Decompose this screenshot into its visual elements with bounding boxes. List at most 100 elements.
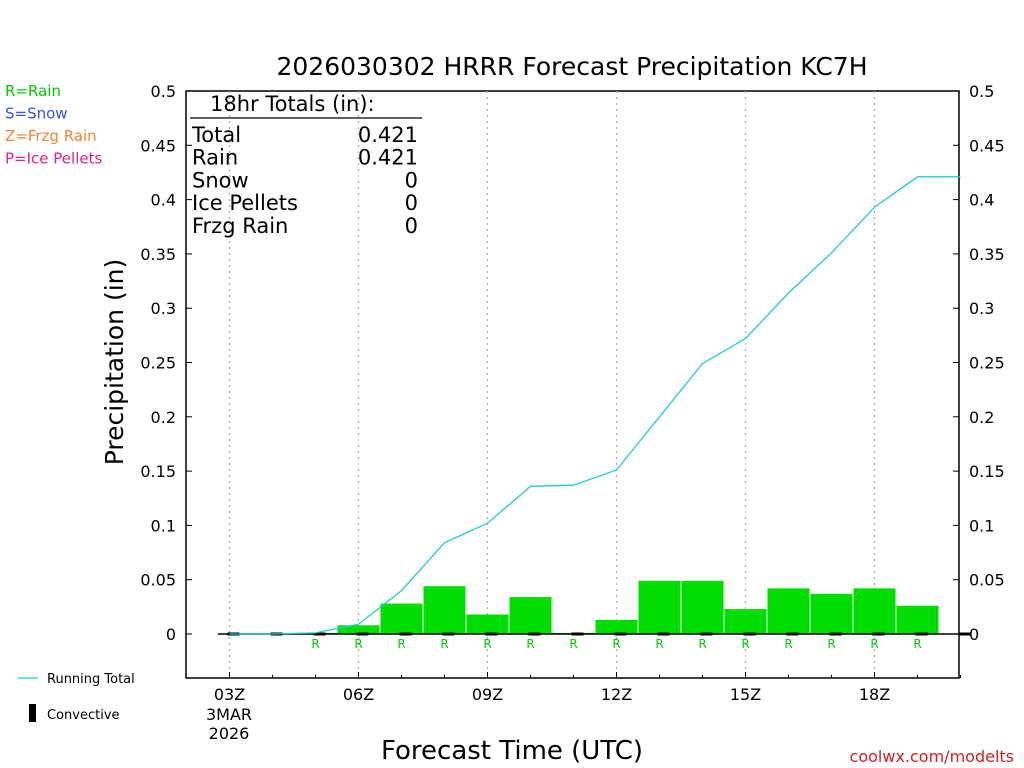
ptype-label: R	[741, 637, 749, 651]
precip-bar	[380, 603, 423, 634]
x-tick-label: 15Z	[730, 685, 761, 704]
ptype-label: R	[569, 637, 577, 651]
totals-row-label: Total	[191, 123, 241, 147]
totals-row-value: 0	[405, 168, 418, 192]
date-label-day: 3MAR	[206, 705, 252, 724]
y-tick-label-right: 0.45	[969, 136, 1005, 155]
convective-marker	[786, 632, 799, 636]
y-tick-label-left: 0	[166, 625, 176, 644]
y-tick-label-right: 0.2	[969, 408, 994, 427]
precip-bar	[595, 619, 638, 634]
y-axis: 0 00.05 0.050.1 0.10.15 0.150.2 0.20.25 0.250.…	[140, 82, 1004, 644]
precip-bar	[681, 580, 724, 634]
series-legend: Running Total Convective	[18, 672, 135, 723]
ptype-label: R	[397, 637, 405, 651]
totals-row-value: 0.421	[358, 146, 418, 170]
ptype-label: R	[698, 637, 706, 651]
convective-marker	[313, 632, 326, 636]
x-tick-label: 06Z	[343, 685, 374, 704]
precip-bars	[294, 580, 939, 634]
y-tick-label-left: 0.05	[140, 571, 176, 590]
convective-marker	[485, 632, 498, 636]
totals-header: 18hr Totals (in):	[210, 92, 375, 116]
convective-marker	[915, 632, 928, 636]
convective-marker	[657, 632, 670, 636]
ptype-legend-entry: P=Ice Pellets	[5, 150, 102, 168]
precip-bar	[337, 625, 380, 634]
ptype-legend-entry: R=Rain	[5, 82, 61, 100]
convective-marker	[356, 632, 369, 636]
y-tick-label-left: 0.25	[140, 354, 176, 373]
convective-marker	[872, 632, 885, 636]
y-tick-label-left: 0.4	[151, 191, 176, 210]
convective-marker	[743, 632, 756, 636]
x-axis-title: Forecast Time (UTC)	[381, 736, 643, 766]
totals-row-value: 0	[405, 214, 418, 238]
plot-frame	[185, 90, 960, 679]
ptype-label: R	[827, 637, 835, 651]
gridlines	[228, 91, 876, 678]
date-label: 3MAR 2026	[206, 705, 252, 743]
convective-marker	[442, 632, 455, 636]
y-tick-label-left: 0.3	[151, 299, 176, 318]
convective-marker	[571, 632, 584, 636]
totals-box: 18hr Totals (in): Total 0.421 Rain 0.421 Sno…	[190, 92, 422, 238]
y-tick-label-right: 0.1	[969, 516, 994, 535]
y-tick-label-left: 0.45	[140, 136, 176, 155]
precip-bar	[896, 605, 939, 634]
totals-row-label: Ice Pellets	[192, 191, 298, 215]
x-tick-label: 03Z	[214, 685, 245, 704]
x-tick-label: 12Z	[601, 685, 632, 704]
convective-marker	[399, 632, 412, 636]
convective-marker	[700, 632, 713, 636]
y-tick-label-left: 0.35	[140, 245, 176, 264]
totals-row-label: Frzg Rain	[192, 214, 288, 238]
precip-bar	[423, 586, 466, 634]
y-tick-label-right: 0.25	[969, 354, 1005, 373]
running-total-line	[229, 176, 961, 635]
y-tick-label-left: 0.15	[140, 462, 176, 481]
y-tick-label-left: 0.5	[151, 82, 176, 101]
convective-marker	[958, 632, 971, 636]
y-tick-label-right: 0.35	[969, 245, 1005, 264]
chart-title: 2026030302 HRRR Forecast Precipitation K…	[277, 52, 868, 81]
ptype-label: R	[526, 637, 534, 651]
ptype-legend-entry: S=Snow	[5, 105, 68, 123]
precip-bar	[724, 609, 767, 634]
ptype-label: R	[612, 637, 620, 651]
running-total-legend-label: Running Total	[47, 672, 135, 687]
ptype-label: R	[311, 637, 319, 651]
ptype-label: R	[913, 637, 921, 651]
precip-bar	[638, 580, 681, 634]
ptype-legend: R=Rain S=Snow Z=Frzg Rain P=Ice Pellets	[5, 82, 102, 168]
precip-bar	[466, 614, 509, 634]
totals-row-value: 0	[405, 191, 418, 215]
x-axis: 03Z 06Z 09Z 12Z 15Z 18Z	[214, 672, 961, 704]
convective-legend-swatch	[29, 704, 36, 722]
ptype-label: R	[440, 637, 448, 651]
ptype-label: R	[483, 637, 491, 651]
credit-link[interactable]: coolwx.com/modelts	[850, 747, 1014, 766]
ptype-legend-entry: Z=Frzg Rain	[5, 127, 97, 145]
precip-bar	[509, 597, 552, 634]
y-tick-label-right: 0.3	[969, 299, 994, 318]
y-tick-label-left: 0.1	[151, 516, 176, 535]
ptype-label: R	[655, 637, 663, 651]
totals-row-value: 0.421	[358, 123, 418, 147]
y-tick-label-left: 0.2	[151, 408, 176, 427]
y-axis-title: Precipitation (in)	[100, 259, 129, 466]
x-tick-label: 09Z	[472, 685, 503, 704]
precip-bar	[810, 593, 853, 634]
y-tick-label-right: 0.4	[969, 191, 994, 210]
y-tick-label-right: 0	[969, 625, 979, 644]
ptype-label: R	[870, 637, 878, 651]
ptype-label: R	[354, 637, 362, 651]
x-tick-label: 18Z	[859, 685, 890, 704]
totals-row-label: Rain	[192, 146, 238, 170]
convective-legend-label: Convective	[47, 708, 120, 723]
y-tick-label-right: 0.15	[969, 462, 1005, 481]
ptype-label: R	[784, 637, 792, 651]
y-tick-label-right: 0.5	[969, 82, 994, 101]
